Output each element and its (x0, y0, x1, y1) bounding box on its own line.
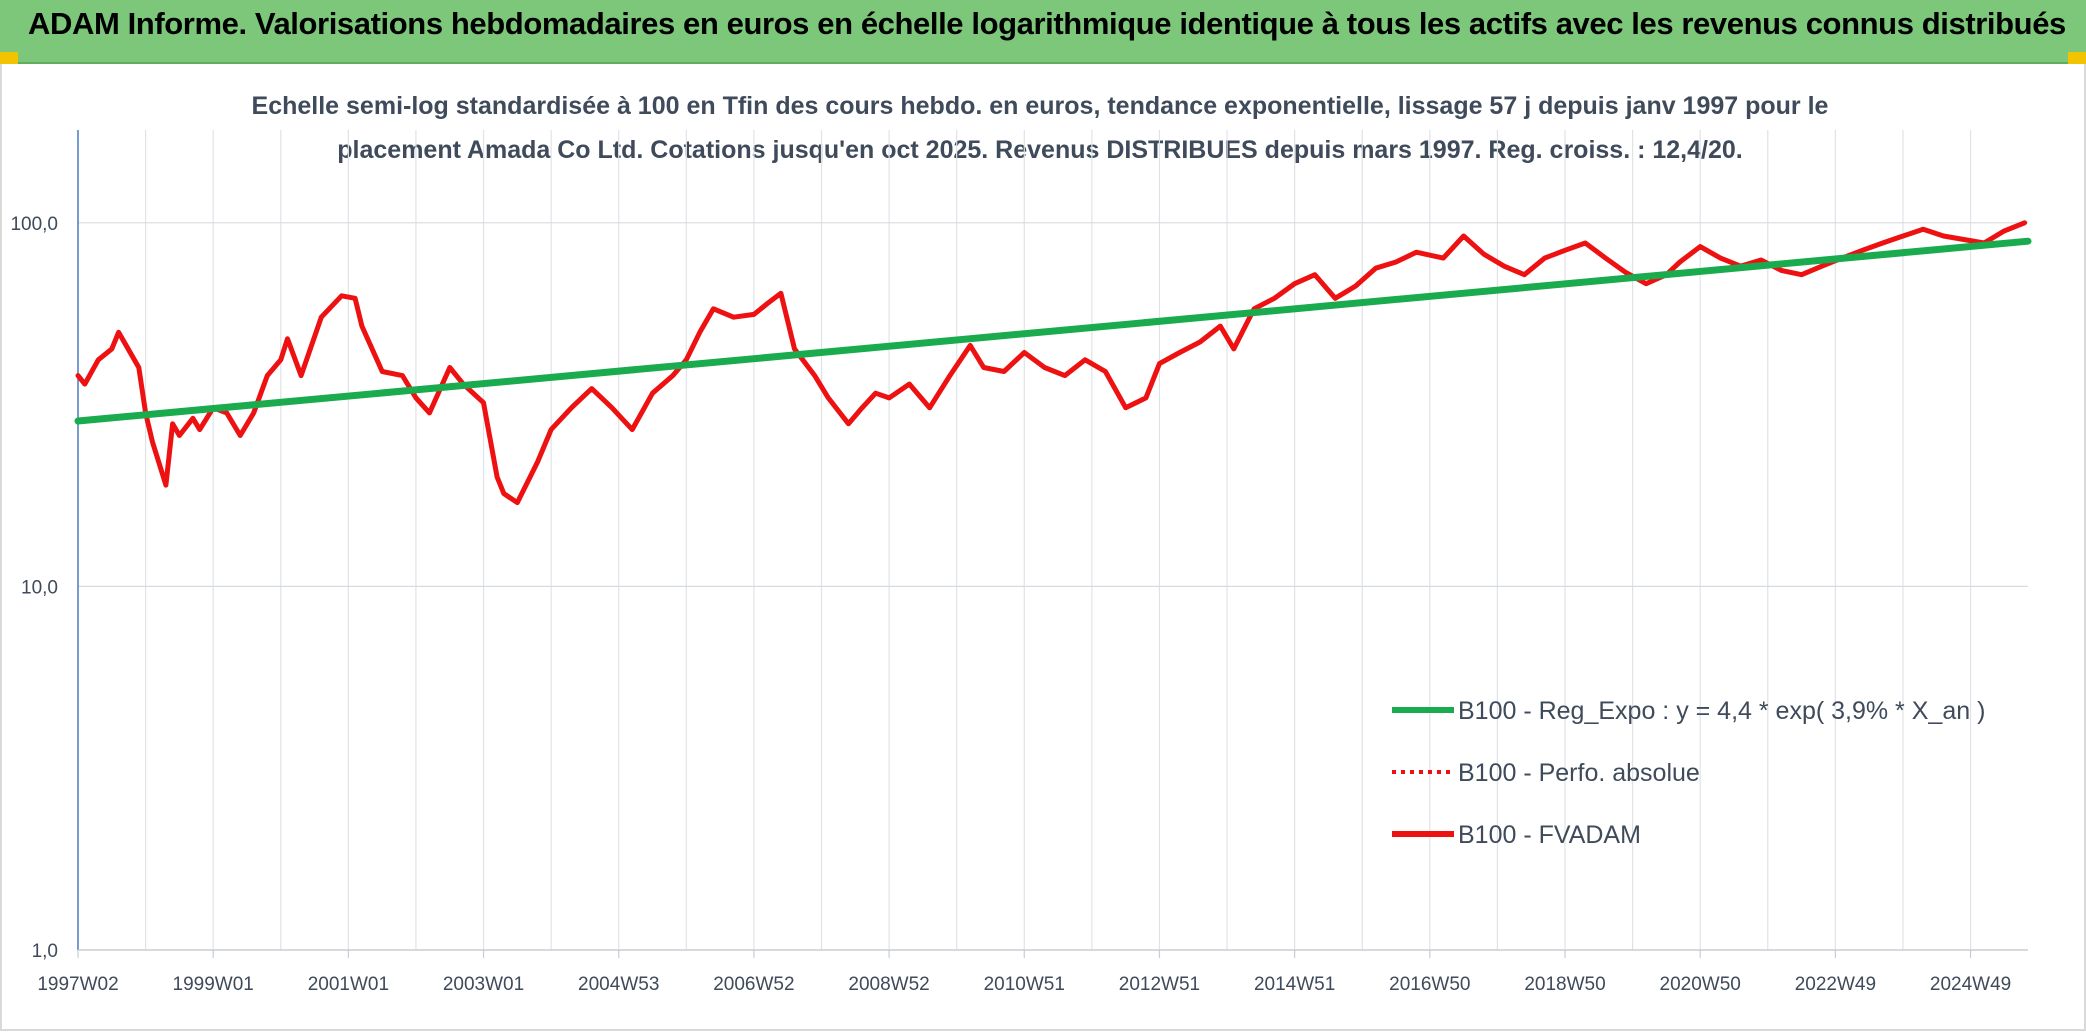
x-tick-label: 2003W01 (443, 974, 524, 995)
corner-marker-left (0, 52, 18, 64)
x-tick-label: 2020W50 (1660, 974, 1741, 995)
corner-marker-right (2068, 52, 2086, 64)
series-regression-line (74, 237, 2032, 425)
legend-label: B100 - FVADAM (1458, 821, 1641, 849)
series-lines (74, 220, 2032, 506)
y-tick-label: 100,0 (10, 214, 58, 235)
x-tick-label: 2022W49 (1795, 974, 1876, 995)
x-tick-label: 2016W50 (1389, 974, 1470, 995)
x-tick-label: 2010W51 (984, 974, 1065, 995)
chart-subtitle-line-1: Echelle semi-log standardisée à 100 en T… (251, 92, 1829, 120)
y-tick-label: 1,0 (32, 941, 58, 962)
x-tick-label: 2006W52 (713, 974, 794, 995)
legend-label: B100 - Reg_Expo : y = 4,4 * exp( 3,9% * … (1458, 697, 1985, 725)
legend-label: B100 - Perfo. absolue (1458, 759, 1700, 787)
x-tick-label: 2004W53 (578, 974, 659, 995)
chart-frame (0, 64, 2086, 1031)
axes: 100,0 10,0 1,0 1997W02 1999W01 2001W01 2003W01… (10, 130, 2028, 995)
series-fvadam-line (75, 220, 2028, 506)
report-title: ADAM Informe. Valorisations hebdomadaire… (28, 6, 2066, 41)
chart-legend: B100 - Reg_Expo : y = 4,4 * exp( 3,9% * … (1392, 697, 1985, 849)
chart-subtitle-line-2: placement Amada Co Ltd. Cotations jusqu'… (337, 136, 1743, 164)
x-tick-label: 2012W51 (1119, 974, 1200, 995)
report-header: ADAM Informe. Valorisations hebdomadaire… (0, 0, 2086, 64)
x-tick-label: 2001W01 (308, 974, 389, 995)
x-tick-label: 2014W51 (1254, 974, 1335, 995)
x-tick-label: 2024W49 (1930, 974, 2011, 995)
x-tick-label: 1999W01 (173, 974, 254, 995)
x-tick-label: 2018W50 (1524, 974, 1605, 995)
x-tick-label: 1997W02 (37, 974, 118, 995)
y-tick-label: 10,0 (21, 577, 58, 598)
x-tick-label: 2008W52 (848, 974, 929, 995)
grid-lines (77, 130, 2028, 950)
